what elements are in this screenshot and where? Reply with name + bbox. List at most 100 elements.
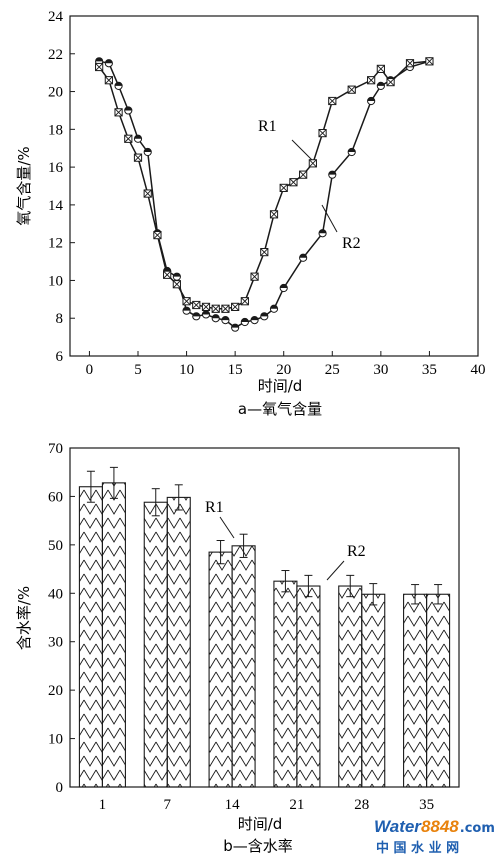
oxygen-y-tick-label: 8 — [56, 311, 64, 327]
r2-data-point — [104, 59, 113, 68]
r1-data-point — [367, 76, 376, 85]
oxygen-x-tick-label: 35 — [422, 362, 437, 378]
oxygen-chart-caption: a—氧气含量 — [238, 400, 322, 418]
r1-data-point — [328, 96, 337, 106]
oxygen-x-axis-label: 时间/d — [258, 377, 303, 395]
error-bar-r1-day-1 — [86, 470, 95, 503]
error-bar-r1-day-28 — [346, 574, 355, 598]
r1-data-point — [279, 183, 288, 192]
r2-data-point — [192, 312, 201, 321]
moisture-x-tick-label: 7 — [164, 797, 172, 813]
error-bar-r1-day-21 — [281, 570, 290, 593]
moisture-plot-frame — [69, 447, 460, 788]
error-bar-r2-day-7 — [174, 484, 183, 511]
moisture-y-axis-label: 含水率/% — [15, 586, 33, 650]
watermark-logo: Water8848.com 中 国 水 业 网 — [374, 817, 495, 856]
r1-data-point — [231, 302, 240, 311]
series-label-r2: R2 — [342, 235, 361, 252]
oxygen-x-tick-label: 5 — [134, 362, 142, 378]
moisture-x-axis-label: 时间/d — [238, 815, 283, 833]
r1-data-point — [124, 134, 133, 143]
r2-data-point — [143, 147, 152, 157]
error-bar-r2-day-35 — [434, 584, 443, 605]
r1-data-point — [153, 231, 162, 240]
oxygen-y-tick-label: 16 — [48, 160, 64, 176]
moisture-x-tick-label: 14 — [225, 797, 241, 813]
moisture-chart-text: R1 R2 时间/d 含水率/% b—含水率 — [15, 499, 366, 855]
oxygen-chart: 0 5 10 15 20 25 30 35 40 6 8 10 12 14 16 18 20 22 24 R1 R2… — [15, 9, 486, 418]
watermark-subtitle: 中 国 水 业 网 — [376, 840, 459, 856]
moisture-y-tick-label: 10 — [48, 732, 63, 748]
oxygen-y-tick-label: 12 — [48, 236, 63, 252]
moisture-y-tick-label: 30 — [48, 635, 63, 651]
bar-r2-day-1 — [101, 482, 126, 788]
r1-data-point — [104, 76, 113, 85]
moisture-x-tick-label: 21 — [289, 797, 304, 813]
r1-data-point — [299, 170, 308, 179]
r1-data-point — [250, 272, 259, 281]
r1-data-point — [376, 64, 385, 73]
r2-data-point — [250, 316, 259, 325]
watermark-brand-line: Water8848.com — [374, 817, 495, 836]
moisture-chart-bars — [78, 482, 451, 788]
r2-data-point — [201, 310, 211, 319]
moisture-y-tick-label: 0 — [56, 780, 64, 796]
error-bar-r2-day-14 — [239, 533, 248, 558]
series-label-r1-leader — [291, 139, 313, 161]
r1-data-point — [163, 270, 172, 279]
r1-data-point — [289, 178, 298, 187]
r2-data-point — [328, 170, 337, 179]
r2-data-point — [347, 147, 356, 157]
bar-r1-day-1 — [78, 486, 103, 788]
r1-data-point — [386, 78, 395, 87]
moisture-chart: 1 7 14 21 28 35 0 10 20 30 40 50 60 70 R1 R2 时间/d 含水率… — [15, 441, 460, 855]
moisture-chart-error-bars — [86, 466, 443, 606]
r1-data-point — [182, 297, 191, 306]
r1-data-point — [425, 57, 434, 66]
r2-data-point — [240, 317, 249, 327]
oxygen-y-tick-label: 20 — [48, 85, 63, 101]
oxygen-plot-frame — [69, 15, 479, 357]
r1-data-point — [114, 108, 123, 117]
oxygen-y-tick-label: 22 — [48, 47, 63, 63]
series-line-r1 — [98, 60, 430, 310]
watermark-domain-suffix: .com — [460, 821, 495, 836]
moisture-x-tick-label: 28 — [354, 797, 369, 813]
error-bar-r1-day-14 — [216, 539, 225, 565]
bar-r1-day-14 — [208, 551, 233, 788]
r2-data-point — [269, 304, 279, 313]
oxygen-chart-markers — [95, 57, 434, 332]
moisture-chart-axes: 1 7 14 21 28 35 0 10 20 30 40 50 60 70 — [48, 441, 460, 813]
series-label-r2-leader — [321, 204, 338, 233]
r1-data-point — [347, 85, 356, 94]
bar-r2-day-14 — [231, 545, 256, 788]
error-bar-r2-day-21 — [304, 574, 313, 598]
r2-data-point — [279, 283, 288, 293]
r1-data-point — [405, 59, 415, 68]
r2-data-point — [221, 316, 230, 325]
oxygen-y-axis-label: 氧气含量/% — [15, 146, 33, 225]
moisture-y-tick-label: 70 — [48, 441, 63, 457]
bar-r1-day-7 — [143, 501, 168, 788]
r2-data-point — [172, 272, 181, 281]
error-bar-r1-day-35 — [411, 584, 420, 605]
oxygen-y-tick-label: 14 — [48, 198, 64, 214]
error-bar-r1-day-7 — [151, 488, 160, 517]
bar-r2-day-7 — [166, 496, 191, 788]
oxygen-x-tick-label: 10 — [179, 362, 194, 378]
r1-data-point — [201, 302, 211, 311]
r2-data-point — [260, 312, 269, 321]
moisture-y-tick-label: 60 — [48, 489, 63, 505]
r1-data-point — [240, 297, 249, 306]
watermark-brand: Water — [374, 817, 422, 836]
r1-data-point — [260, 248, 269, 257]
bar-r2-day-21 — [296, 585, 321, 788]
moisture-x-tick-label: 35 — [419, 797, 434, 813]
oxygen-x-tick-label: 15 — [228, 362, 243, 378]
moisture-y-tick-label: 40 — [48, 586, 63, 602]
bar-label-r2-leader — [326, 560, 345, 581]
oxygen-y-tick-label: 24 — [48, 9, 64, 25]
r2-data-point — [182, 306, 191, 315]
r1-data-point — [318, 129, 327, 138]
